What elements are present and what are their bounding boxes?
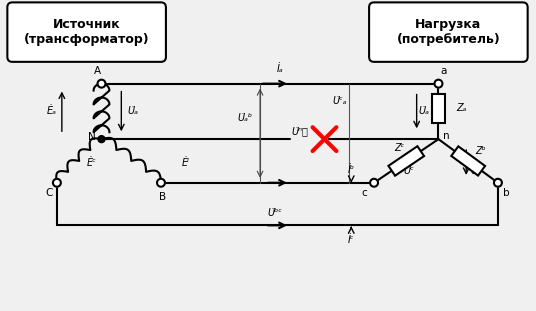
Text: Ėᶜ: Ėᶜ	[87, 158, 96, 168]
Circle shape	[53, 179, 61, 187]
Text: B: B	[159, 192, 167, 202]
Text: İᵇ: İᵇ	[348, 165, 355, 175]
Circle shape	[98, 80, 106, 88]
Text: U̇ₐ: U̇ₐ	[418, 106, 429, 116]
Text: Ėₐ: Ėₐ	[47, 106, 57, 116]
Text: b: b	[503, 188, 509, 198]
Text: Zₐ: Zₐ	[456, 104, 467, 114]
Text: U̇ᵇ: U̇ᵇ	[471, 166, 482, 176]
FancyBboxPatch shape	[8, 2, 166, 62]
Circle shape	[157, 179, 165, 187]
Circle shape	[98, 136, 105, 143]
Text: n: n	[443, 131, 450, 141]
Text: U̇ₐᵇ: U̇ₐᵇ	[237, 113, 253, 123]
Text: U̇ⁿⲜ: U̇ⁿⲜ	[291, 126, 308, 136]
Text: Источник
(трансформатор): Источник (трансформатор)	[24, 18, 150, 46]
Circle shape	[494, 179, 502, 187]
Text: Ėⁱ: Ėⁱ	[182, 158, 190, 168]
Text: A: A	[94, 66, 101, 76]
Text: Zᵇ: Zᵇ	[475, 146, 486, 156]
FancyBboxPatch shape	[431, 94, 445, 123]
Text: U̇ᶜₐ: U̇ᶜₐ	[332, 96, 347, 106]
Polygon shape	[389, 146, 424, 176]
Text: Zᶜ: Zᶜ	[394, 143, 404, 153]
Text: a: a	[440, 66, 446, 76]
Text: İₐ: İₐ	[277, 64, 283, 74]
Text: N: N	[88, 132, 95, 142]
Circle shape	[435, 80, 442, 88]
Circle shape	[370, 179, 378, 187]
Text: U̇ᵇᶜ: U̇ᵇᶜ	[267, 208, 282, 218]
Text: U̇ₐ: U̇ₐ	[128, 106, 139, 116]
FancyBboxPatch shape	[369, 2, 527, 62]
Text: C: C	[45, 188, 53, 198]
Text: c: c	[361, 188, 367, 198]
Text: U̇ᶜ: U̇ᶜ	[404, 166, 414, 176]
Text: Нагрузка
(потребитель): Нагрузка (потребитель)	[397, 18, 500, 46]
Polygon shape	[451, 146, 485, 175]
Text: İᶜ: İᶜ	[348, 235, 354, 245]
